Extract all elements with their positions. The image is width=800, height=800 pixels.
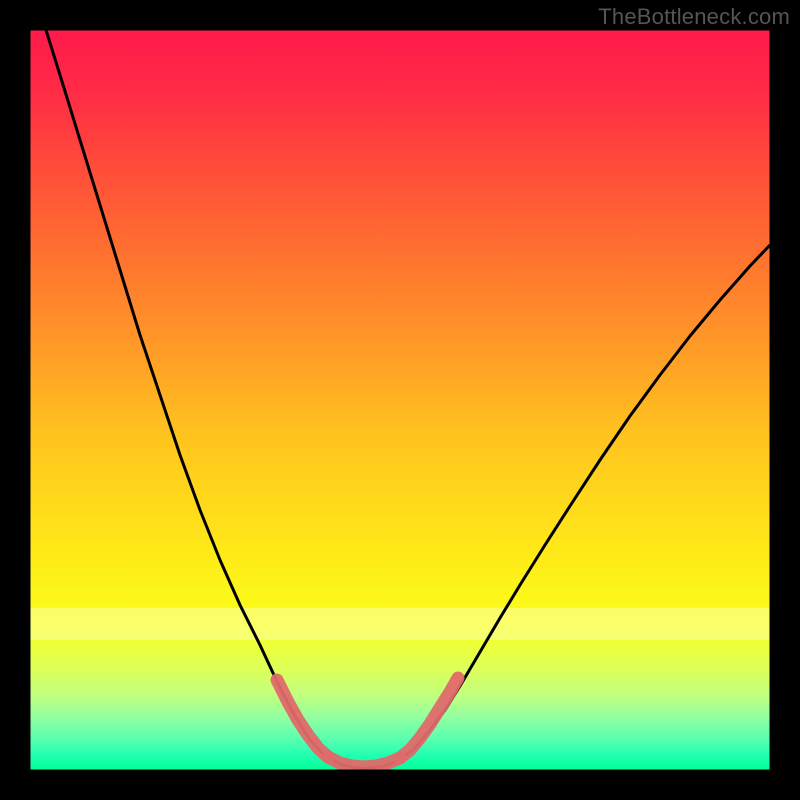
chart-stage: TheBottleneck.com xyxy=(0,0,800,800)
watermark-text: TheBottleneck.com xyxy=(598,4,790,30)
bottleneck-chart xyxy=(0,0,800,800)
gradient-fill xyxy=(30,30,770,770)
highlight-band xyxy=(30,608,770,640)
